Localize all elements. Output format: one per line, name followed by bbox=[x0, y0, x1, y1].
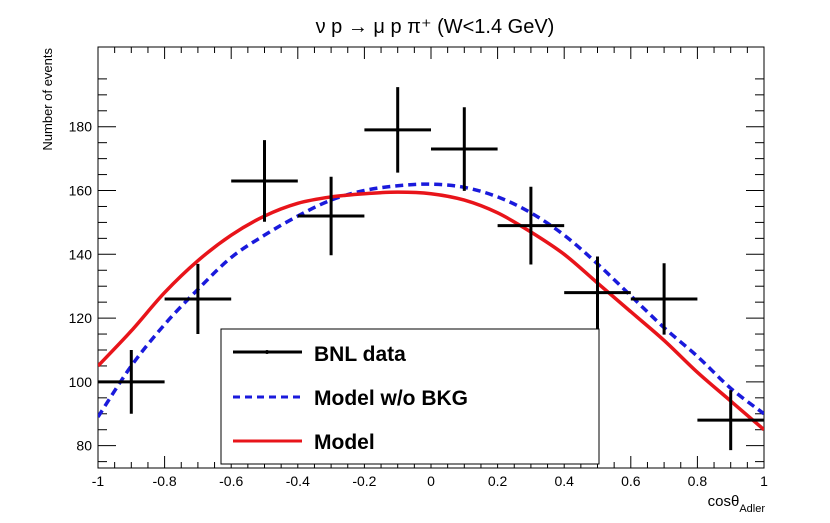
data-point-marker bbox=[529, 223, 533, 228]
x-tick-label: 0.4 bbox=[554, 473, 574, 489]
legend: BNL data Model w/o BKG Model bbox=[220, 328, 600, 465]
data-point-marker bbox=[662, 297, 666, 301]
y-axis-label: Number of events bbox=[40, 48, 55, 151]
data-point bbox=[564, 256, 631, 329]
y-tick-label: 140 bbox=[69, 246, 93, 262]
data-point bbox=[364, 87, 431, 173]
legend-label-model-wo-bkg: Model w/o BKG bbox=[314, 387, 468, 410]
x-axis-label: cosθAdler bbox=[708, 493, 766, 515]
x-tick-label: -0.6 bbox=[219, 473, 243, 489]
data-point bbox=[431, 107, 498, 191]
data-point bbox=[497, 186, 565, 265]
x-tick-label: -0.4 bbox=[286, 473, 310, 489]
x-tick-label: 0.2 bbox=[488, 473, 508, 489]
legend-marker-bnl-data-dot bbox=[265, 350, 269, 354]
data-point-marker bbox=[129, 380, 134, 384]
data-point bbox=[697, 390, 764, 451]
model-wo-bkg-curve bbox=[98, 182, 764, 418]
x-axis-ticks: -1 -0.8 -0.6 -0.4 -0.2 0 0.2 0.4 0.6 0.8 1 bbox=[92, 47, 768, 489]
x-tick-label: -1 bbox=[92, 473, 105, 489]
x-tick-label: 0 bbox=[427, 473, 435, 489]
data-point-marker bbox=[462, 147, 467, 151]
x-tick-label: 0.8 bbox=[688, 473, 708, 489]
y-tick-label: 100 bbox=[69, 374, 93, 390]
data-point-marker bbox=[595, 290, 600, 295]
data-point bbox=[164, 263, 232, 335]
data-point-marker bbox=[395, 128, 400, 132]
model-curve bbox=[98, 190, 764, 432]
y-tick-label: 120 bbox=[69, 310, 93, 326]
data-point bbox=[630, 263, 698, 335]
x-axis-label-main: cosθ bbox=[708, 493, 740, 510]
y-tick-label: 160 bbox=[69, 183, 93, 199]
y-tick-label: 180 bbox=[69, 119, 93, 135]
model-curves bbox=[98, 182, 764, 432]
data-point-marker bbox=[196, 297, 200, 301]
data-points bbox=[98, 87, 764, 451]
y-tick-label: 80 bbox=[76, 438, 92, 454]
data-point-marker bbox=[262, 179, 267, 183]
data-point bbox=[231, 140, 298, 222]
data-point-marker bbox=[329, 214, 333, 218]
x-tick-label: -0.8 bbox=[153, 473, 177, 489]
x-tick-label: 0.6 bbox=[621, 473, 641, 489]
data-point bbox=[297, 176, 365, 256]
legend-label-bnl-data: BNL data bbox=[314, 343, 406, 366]
legend-label-model: Model bbox=[314, 431, 375, 454]
data-point-marker bbox=[728, 418, 733, 422]
data-point bbox=[98, 349, 165, 414]
x-tick-label: 1 bbox=[760, 473, 768, 489]
chart-title: ν p → μ p π⁺ (W<1.4 GeV) bbox=[316, 16, 555, 38]
x-tick-label: -0.2 bbox=[352, 473, 376, 489]
x-axis-label-subscript: Adler bbox=[739, 503, 765, 515]
